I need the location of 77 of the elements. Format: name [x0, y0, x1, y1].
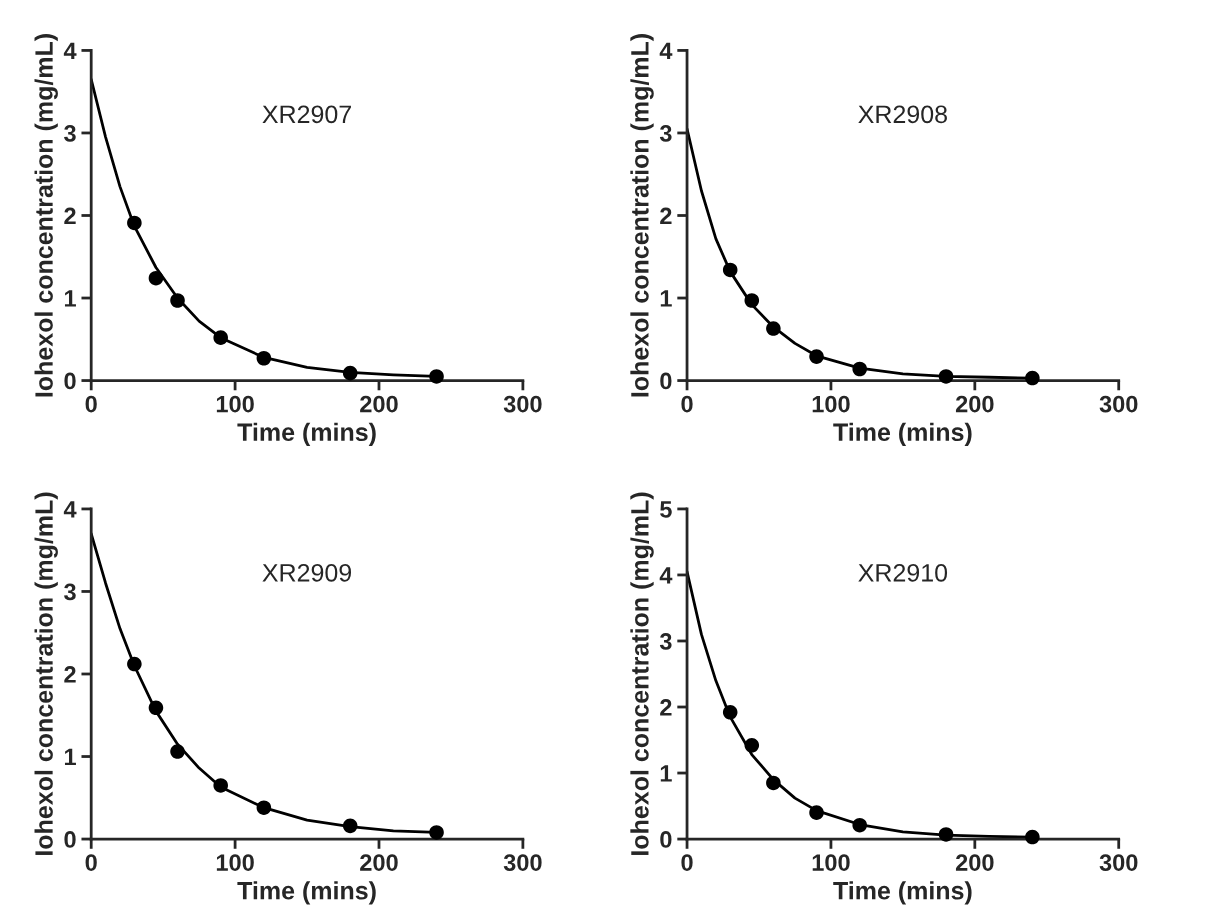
x-axis-title: Time (mins): [833, 881, 972, 905]
y-tick-label: 3: [659, 633, 672, 650]
y-axis-title: Iohexol concentration (mg/mL): [630, 34, 654, 397]
y-tick-label: 1: [660, 290, 672, 307]
x-tick-label: 200: [955, 854, 994, 871]
point: [809, 805, 824, 820]
y-axis-title: Iohexol concentration (mg/mL): [630, 492, 654, 855]
point: [766, 775, 781, 791]
point: [256, 350, 272, 366]
point: [744, 293, 760, 308]
y-tick-label: 4: [659, 42, 673, 59]
point: [809, 349, 824, 364]
point: [213, 330, 228, 345]
point: [429, 825, 444, 840]
point: [429, 369, 444, 384]
point: [1025, 829, 1040, 845]
point: [766, 321, 781, 336]
point: [170, 293, 185, 308]
x-tick-label: 300: [1099, 854, 1138, 872]
y-axis-title: Iohexol concentration (mg/mL): [34, 492, 58, 855]
x-tick-label: 200: [955, 395, 994, 413]
point: [722, 705, 738, 720]
point: [342, 365, 358, 381]
y-tick-label: 3: [64, 583, 76, 601]
point: [938, 827, 954, 842]
x-tick-label: 200: [360, 854, 398, 871]
y-tick-label: 4: [659, 567, 673, 584]
point: [256, 800, 272, 815]
point: [148, 270, 164, 286]
x-axis-title: Time (mins): [833, 422, 972, 447]
point: [127, 215, 142, 231]
point: [148, 700, 164, 716]
y-tick-label: 2: [660, 699, 672, 716]
point: [213, 778, 228, 793]
x-tick-label: 300: [1099, 395, 1138, 413]
x-tick-label: 100: [216, 854, 254, 871]
y-tick-label: 0: [660, 831, 672, 848]
y-tick-label: 1: [64, 748, 76, 766]
y-axis-title: Iohexol concentration (mg/mL): [34, 34, 58, 397]
y-tick-label: 1: [660, 765, 672, 782]
x-axis-title: Time (mins): [237, 422, 376, 447]
annotation: XR2907: [262, 105, 351, 124]
x-tick-label: 300: [503, 395, 542, 413]
annotation: XR2909: [262, 563, 352, 582]
x-axis-title: Time (mins): [237, 881, 376, 905]
point: [938, 369, 954, 384]
x-tick-label: 200: [360, 395, 398, 413]
y-tick-label: 1: [64, 290, 76, 307]
x-tick-label: 100: [812, 395, 850, 413]
point: [852, 817, 867, 833]
y-tick-label: 0: [64, 372, 76, 390]
y-tick-label: 2: [660, 207, 672, 225]
x-tick-label: 0: [681, 395, 693, 413]
y-tick-label: 2: [64, 666, 76, 683]
x-tick-label: 100: [216, 395, 254, 413]
point: [722, 262, 738, 278]
annotation: XR2908: [858, 105, 947, 124]
y-tick-label: 3: [64, 125, 76, 142]
x-tick-label: 0: [85, 395, 97, 413]
point: [744, 738, 760, 753]
x-tick-label: 0: [85, 854, 97, 871]
point: [342, 818, 358, 834]
y-tick-label: 4: [63, 501, 77, 518]
point: [1025, 370, 1040, 386]
y-tick-label: 0: [64, 831, 76, 848]
y-tick-label: 4: [63, 42, 77, 59]
y-tick-label: 0: [660, 372, 672, 390]
y-tick-label: 2: [64, 207, 76, 225]
point: [170, 744, 185, 759]
point: [852, 361, 867, 377]
annotation: XR2910: [858, 563, 948, 582]
point: [127, 656, 142, 672]
y-tick-label: 3: [659, 125, 672, 142]
x-tick-label: 100: [812, 854, 850, 871]
x-tick-label: 300: [503, 854, 542, 872]
x-tick-label: 0: [681, 854, 693, 871]
y-tick-label: 5: [660, 501, 672, 518]
